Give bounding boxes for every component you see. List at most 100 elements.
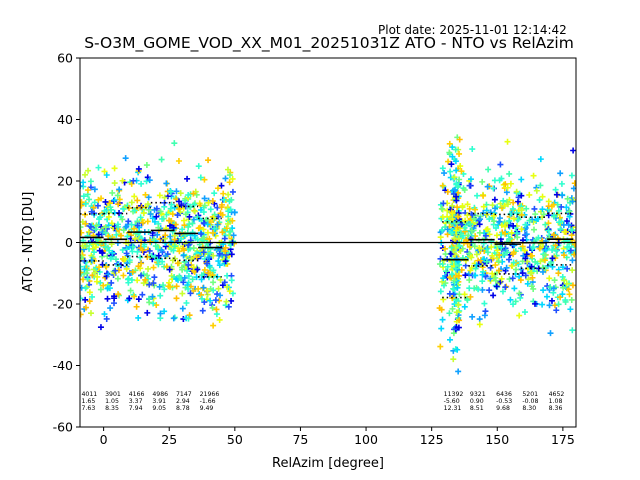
data-point [142, 191, 149, 198]
data-point [450, 356, 457, 363]
data-point [480, 240, 487, 247]
data-point [114, 275, 121, 282]
data-point [462, 257, 469, 264]
data-point [544, 283, 551, 290]
data-point [186, 221, 193, 228]
data-point [189, 276, 196, 283]
data-point [467, 221, 474, 228]
data-point [140, 280, 147, 287]
data-point [80, 270, 85, 277]
data-point [550, 201, 557, 208]
data-point [451, 174, 458, 181]
data-point [487, 264, 494, 271]
y-tick-label: -40 [53, 358, 73, 373]
data-point [210, 229, 217, 236]
data-point [135, 314, 142, 321]
data-point [181, 217, 188, 224]
data-point [558, 203, 565, 210]
data-point [135, 165, 142, 172]
data-point [219, 229, 226, 236]
data-point [531, 300, 538, 307]
data-point [223, 225, 230, 232]
data-point [518, 192, 525, 199]
data-point [160, 282, 167, 289]
data-point [504, 201, 511, 208]
data-point [85, 167, 92, 174]
data-point [146, 299, 153, 306]
data-point [97, 214, 104, 221]
data-point [176, 273, 183, 280]
data-point [529, 252, 536, 259]
bin-mean-label: 2.94 [176, 398, 190, 405]
data-point [453, 227, 460, 234]
bin-mean-label: -0.08 [522, 398, 538, 405]
data-point [200, 209, 207, 216]
data-point [539, 268, 546, 275]
data-point [194, 266, 201, 273]
data-point [230, 232, 237, 239]
data-point [485, 166, 492, 173]
data-point [512, 266, 519, 273]
data-point [108, 220, 115, 227]
data-point [199, 307, 206, 314]
data-point [210, 279, 217, 286]
data-point [200, 219, 207, 226]
data-point [437, 288, 444, 295]
data-point [557, 226, 564, 233]
data-point [97, 286, 104, 293]
data-point [226, 288, 233, 295]
data-point [473, 251, 480, 258]
data-point [205, 270, 212, 277]
data-point [218, 204, 225, 211]
data-point [540, 211, 547, 218]
y-tick-label: -20 [53, 297, 73, 312]
data-point [204, 229, 211, 236]
data-point [495, 258, 502, 265]
data-point [143, 178, 150, 185]
data-point [217, 276, 224, 283]
bin-std-label: 8.36 [549, 405, 563, 412]
data-point [452, 265, 459, 272]
data-point [99, 250, 106, 257]
data-point [81, 266, 88, 273]
data-point [120, 227, 127, 234]
data-point [147, 211, 154, 218]
data-point [449, 202, 456, 209]
data-point [453, 193, 460, 200]
data-point [229, 290, 236, 297]
data-point [447, 168, 454, 175]
data-point [173, 283, 180, 290]
data-point [537, 258, 544, 265]
data-point [137, 245, 144, 252]
data-point [102, 229, 109, 236]
data-point [226, 179, 233, 186]
data-point [510, 259, 517, 266]
data-point [552, 186, 559, 193]
data-point [214, 291, 221, 298]
axes-layer: 0 25 50 75 100 125 150 175 -60 -40 -20 0 20 40 60 [53, 51, 575, 448]
data-point [454, 346, 461, 353]
data-point [486, 231, 493, 238]
data-point [210, 252, 217, 259]
data-point [484, 226, 491, 233]
data-point [521, 247, 528, 254]
data-point [185, 315, 192, 322]
data-point [545, 203, 552, 210]
data-point [125, 218, 132, 225]
data-point [467, 267, 474, 274]
data-point [566, 213, 573, 220]
data-point [495, 267, 502, 274]
data-point [537, 240, 544, 247]
data-point [144, 309, 151, 316]
data-point [470, 215, 477, 222]
data-point [89, 293, 96, 300]
data-point [466, 205, 473, 212]
data-point [80, 311, 84, 318]
data-point [510, 249, 517, 256]
data-point [134, 197, 141, 204]
data-point [440, 257, 447, 264]
data-point [455, 210, 462, 217]
data-point [446, 290, 453, 297]
data-point [496, 252, 503, 259]
data-point [448, 244, 455, 251]
